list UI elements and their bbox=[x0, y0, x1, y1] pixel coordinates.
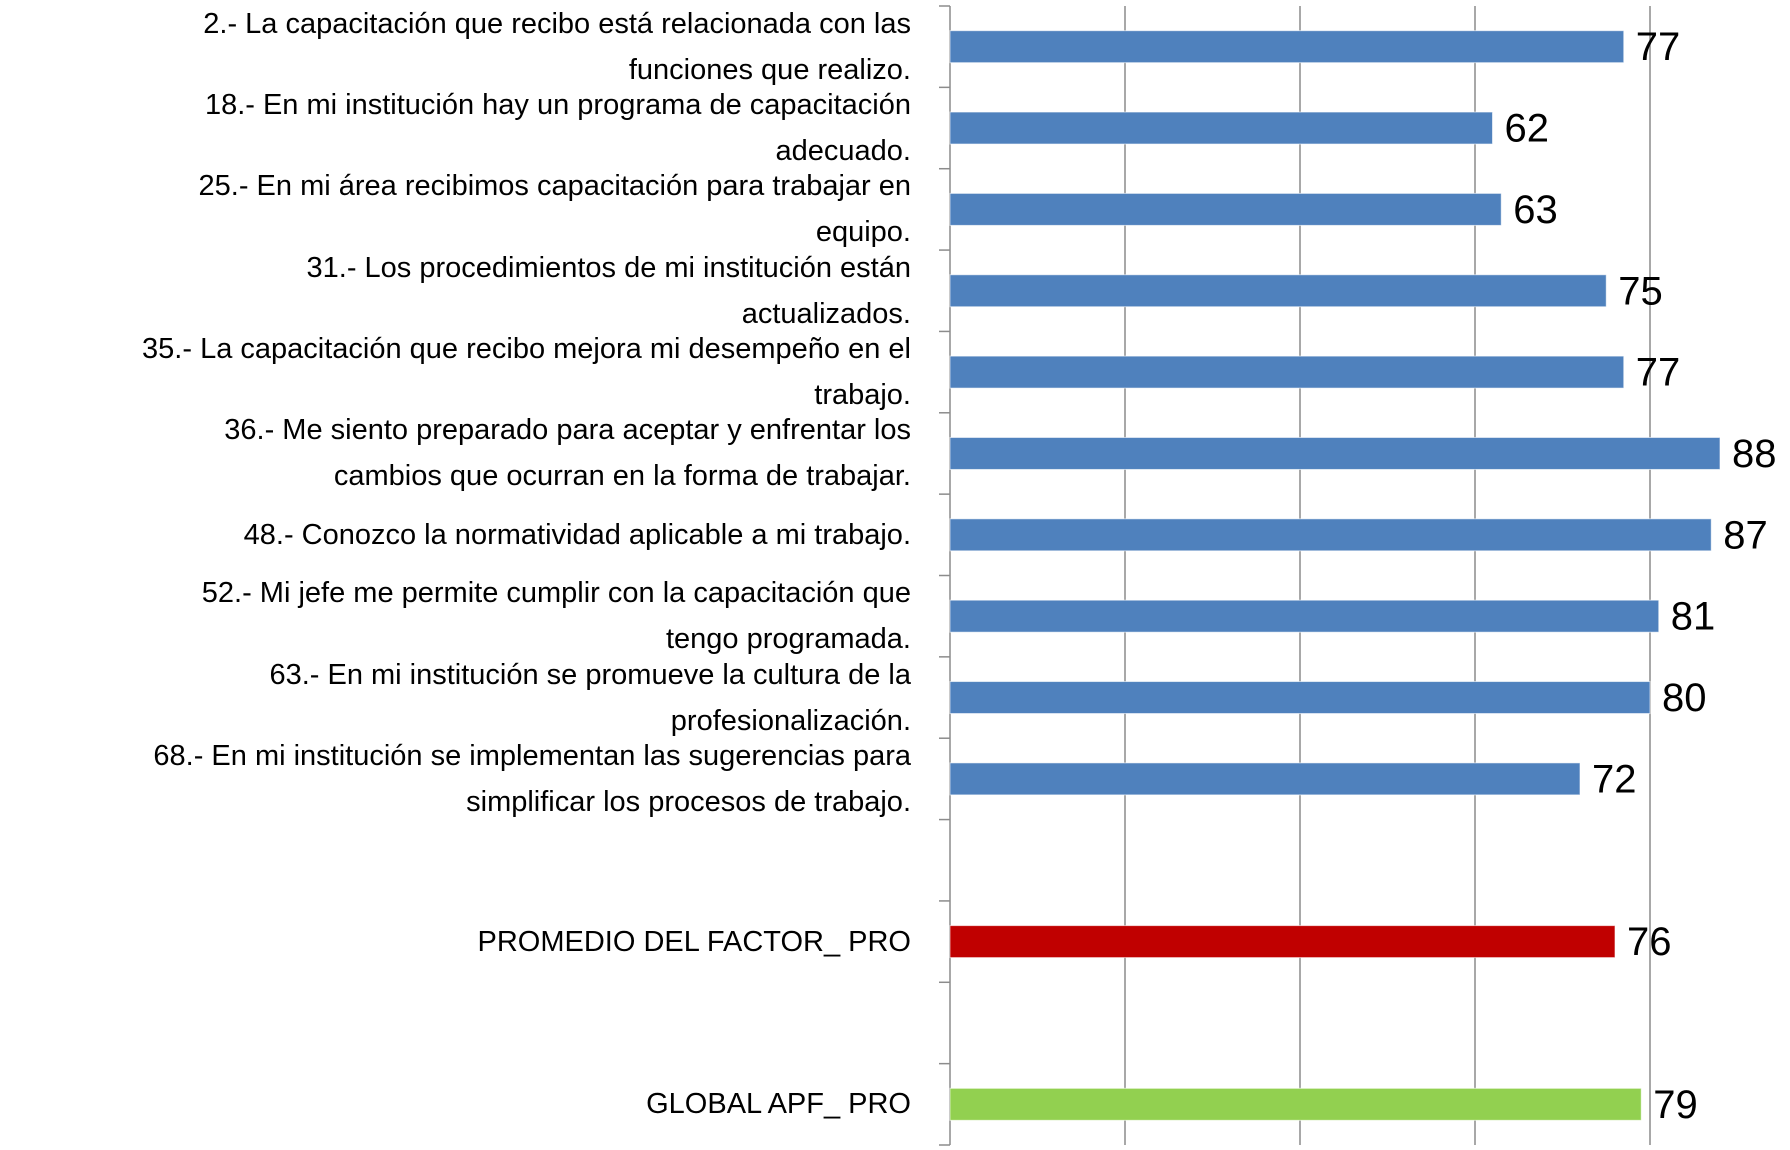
value-label: 77 bbox=[1636, 351, 1681, 395]
bar bbox=[949, 599, 1660, 633]
bar bbox=[949, 436, 1721, 470]
bar bbox=[949, 518, 1712, 552]
category-label: 25.- En mi área recibimos capacitación p… bbox=[198, 170, 911, 249]
bar bbox=[949, 355, 1625, 389]
category-label: 35.- La capacitación que recibo mejora m… bbox=[142, 333, 911, 412]
value-label: 76 bbox=[1627, 920, 1672, 964]
value-label: 79 bbox=[1653, 1083, 1698, 1127]
value-label: 87 bbox=[1723, 513, 1768, 557]
category-label: 48.- Conozco la normatividad aplicable a… bbox=[243, 518, 911, 551]
bar bbox=[949, 681, 1651, 715]
bar bbox=[949, 274, 1607, 308]
value-label: 77 bbox=[1636, 25, 1681, 69]
bar bbox=[949, 30, 1625, 64]
value-label: 62 bbox=[1505, 107, 1550, 151]
value-label: 75 bbox=[1618, 269, 1663, 313]
value-label: 88 bbox=[1732, 432, 1777, 476]
bar bbox=[949, 925, 1616, 959]
value-label: 63 bbox=[1513, 188, 1558, 232]
bar bbox=[949, 762, 1581, 796]
category-label: 36.- Me siento preparado para aceptar y … bbox=[224, 414, 911, 493]
category-label: 63.- En mi institución se promueve la cu… bbox=[269, 658, 911, 737]
category-label: GLOBAL APF_ PRO bbox=[646, 1088, 911, 1121]
bar bbox=[949, 1087, 1642, 1121]
value-label: 81 bbox=[1671, 595, 1716, 639]
category-label: 52.- Mi jefe me permite cumplir con la c… bbox=[201, 577, 911, 656]
category-label: PROMEDIO DEL FACTOR_ PRO bbox=[477, 925, 911, 958]
value-label: 72 bbox=[1592, 757, 1637, 801]
category-label: 31.- Los procedimientos de mi institució… bbox=[306, 251, 911, 330]
value-label: 80 bbox=[1662, 676, 1707, 720]
category-label: 2.- La capacitación que recibo está rela… bbox=[203, 7, 911, 86]
bar bbox=[949, 192, 1502, 226]
bar bbox=[949, 111, 1493, 145]
category-label: 18.- En mi institución hay un programa d… bbox=[204, 89, 911, 168]
category-label: 68.- En mi institución se implementan la… bbox=[153, 739, 911, 818]
